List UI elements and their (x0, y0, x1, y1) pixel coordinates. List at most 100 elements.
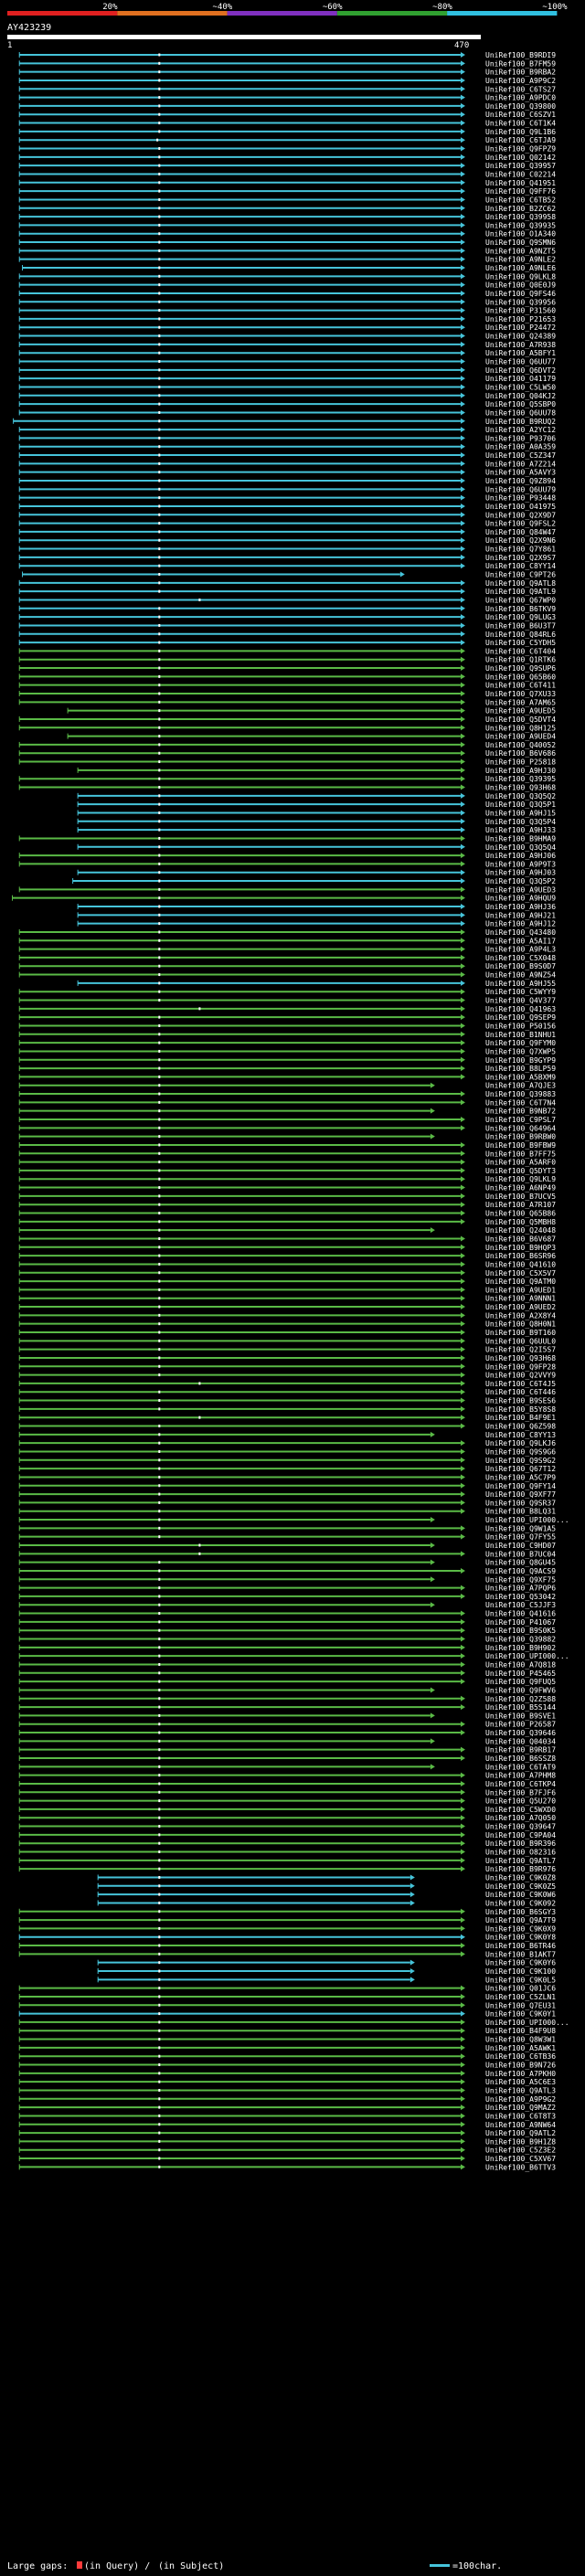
hit-label[interactable]: UniRef100_Q39935 (485, 221, 556, 229)
hit-label[interactable]: UniRef100_B9SVE1 (485, 1712, 556, 1720)
hit-label[interactable]: UniRef100_Q84W47 (485, 528, 556, 536)
hit-label[interactable]: UniRef100_C6TS27 (485, 85, 556, 93)
hit-label[interactable]: UniRef100_Q9FS46 (485, 290, 556, 298)
hit-label[interactable]: UniRef100_A5C6E3 (485, 2078, 556, 2086)
hit-label[interactable]: UniRef100_A0A359 (485, 443, 556, 451)
hit-label[interactable]: UniRef100_B9N726 (485, 2062, 556, 2070)
hit-label[interactable]: UniRef100_B7UCV5 (485, 1193, 556, 1201)
hit-label[interactable]: UniRef100_C5WXD0 (485, 1806, 556, 1814)
hit-label[interactable]: UniRef100_Q04034 (485, 1737, 556, 1745)
hit-label[interactable]: UniRef100_Q9FP28 (485, 1362, 556, 1371)
hit-label[interactable]: UniRef100_C6TB36 (485, 2052, 556, 2061)
hit-label[interactable]: UniRef100_A9UED2 (485, 1303, 556, 1311)
hit-label[interactable]: UniRef100_P21653 (485, 315, 556, 323)
hit-label[interactable]: UniRef100_B6U3T7 (485, 621, 556, 630)
hit-label[interactable]: UniRef100_Q6UU79 (485, 485, 556, 493)
hit-label[interactable]: UniRef100_A9HQU9 (485, 895, 556, 903)
hit-label[interactable]: UniRef100_Q3Q5Q2 (485, 792, 556, 800)
hit-label[interactable]: UniRef100_B6SR96 (485, 1252, 556, 1260)
hit-label[interactable]: UniRef100_Q01JC6 (485, 1985, 556, 1993)
hit-label[interactable]: UniRef100_A7Q818 (485, 1660, 556, 1669)
hit-label[interactable]: UniRef100_UPI000... (485, 1652, 569, 1660)
hit-label[interactable]: UniRef100_Q39647 (485, 1823, 556, 1831)
hit-label[interactable]: UniRef100_B6V686 (485, 749, 556, 758)
hit-label[interactable]: UniRef100_C9HD07 (485, 1542, 556, 1550)
hit-label[interactable]: UniRef100_Q9LUG3 (485, 613, 556, 621)
hit-label[interactable]: UniRef100_B9RBA2 (485, 69, 556, 77)
hit-label[interactable]: UniRef100_B6V687 (485, 1235, 556, 1243)
hit-label[interactable]: UniRef100_C6TJA9 (485, 136, 556, 144)
hit-label[interactable]: UniRef100_Q2X9N6 (485, 536, 556, 545)
hit-label[interactable]: UniRef100_Q2Z588 (485, 1695, 556, 1703)
hit-label[interactable]: UniRef100_B1NHU1 (485, 1031, 556, 1039)
hit-label[interactable]: UniRef100_Q2X9S7 (485, 554, 556, 562)
hit-label[interactable]: UniRef100_A7PQP6 (485, 1585, 556, 1593)
hit-label[interactable]: UniRef100_Q3Q5P2 (485, 877, 556, 885)
hit-label[interactable]: UniRef100_A9HJ21 (485, 911, 556, 919)
hit-label[interactable]: UniRef100_Q3Q5P4 (485, 818, 556, 826)
hit-label[interactable]: UniRef100_C6TKP4 (485, 1780, 556, 1788)
hit-label[interactable]: UniRef100_Q9Z894 (485, 477, 556, 485)
hit-label[interactable]: UniRef100_A2YC12 (485, 426, 556, 434)
hit-label[interactable]: UniRef100_C8YY13 (485, 1431, 556, 1439)
hit-label[interactable]: UniRef100_B6SGY3 (485, 1908, 556, 1916)
hit-label[interactable]: UniRef100_C5Z347 (485, 451, 556, 460)
hit-label[interactable]: UniRef100_Q9S9G2 (485, 1457, 556, 1465)
hit-label[interactable]: UniRef100_A6NP49 (485, 1184, 556, 1193)
hit-label[interactable]: UniRef100_A5AI17 (485, 937, 556, 945)
hit-label[interactable]: UniRef100_Q65B86 (485, 1210, 556, 1218)
hit-label[interactable]: UniRef100_Q24048 (485, 1226, 556, 1235)
hit-label[interactable]: UniRef100_Q9FPZ9 (485, 145, 556, 154)
hit-label[interactable]: UniRef100_B5Y8S8 (485, 1405, 556, 1414)
hit-label[interactable]: UniRef100_A5AWK1 (485, 2044, 556, 2052)
hit-label[interactable]: UniRef100_Q9L1B6 (485, 128, 556, 136)
hit-label[interactable]: UniRef100_Q3Q5P1 (485, 800, 556, 809)
hit-label[interactable]: UniRef100_UPI000... (485, 1516, 569, 1524)
hit-label[interactable]: UniRef100_UPI000... (485, 2019, 569, 2027)
hit-label[interactable]: UniRef100_Q24389 (485, 333, 556, 341)
hit-label[interactable]: UniRef100_C9PA04 (485, 1831, 556, 1839)
hit-label[interactable]: UniRef100_Q41951 (485, 179, 556, 187)
hit-label[interactable]: UniRef100_B6TKV9 (485, 605, 556, 613)
hit-label[interactable]: UniRef100_C9K0L5 (485, 1976, 556, 1984)
hit-label[interactable]: UniRef100_B1AKT7 (485, 1950, 556, 1958)
hit-label[interactable]: UniRef100_Q7EU31 (485, 2001, 556, 2009)
hit-label[interactable]: UniRef100_Q9XF75 (485, 1575, 556, 1584)
hit-label[interactable]: UniRef100_Q39882 (485, 1636, 556, 1644)
hit-label[interactable]: UniRef100_C9K0Y6 (485, 1959, 556, 1967)
hit-label[interactable]: UniRef100_Q39956 (485, 298, 556, 306)
hit-label[interactable]: UniRef100_O41179 (485, 375, 556, 383)
hit-label[interactable]: UniRef100_Q5DVT4 (485, 716, 556, 724)
hit-label[interactable]: UniRef100_Q39958 (485, 213, 556, 221)
hit-label[interactable]: UniRef100_Q9ATL3 (485, 2086, 556, 2094)
hit-label[interactable]: UniRef100_Q67T12 (485, 1465, 556, 1473)
hit-label[interactable]: UniRef100_C5LW50 (485, 383, 556, 391)
hit-label[interactable]: UniRef100_A7AM65 (485, 698, 556, 706)
hit-label[interactable]: UniRef100_B7FF75 (485, 1150, 556, 1158)
hit-label[interactable]: UniRef100_O82316 (485, 1849, 556, 1857)
hit-label[interactable]: UniRef100_Q39957 (485, 162, 556, 170)
hit-label[interactable]: UniRef100_A9NLE2 (485, 256, 556, 264)
hit-label[interactable]: UniRef100_Q9MAZ2 (485, 2104, 556, 2112)
hit-label[interactable]: UniRef100_B9NB72 (485, 1108, 556, 1116)
hit-label[interactable]: UniRef100_Q9ATM0 (485, 1277, 556, 1286)
hit-label[interactable]: UniRef100_B6TTV3 (485, 2163, 556, 2171)
hit-label[interactable]: UniRef100_Q9FWV6 (485, 1686, 556, 1694)
hit-label[interactable]: UniRef100_O41975 (485, 503, 556, 511)
hit-label[interactable]: UniRef100_P25818 (485, 758, 556, 767)
hit-label[interactable]: UniRef100_Q9SUP6 (485, 664, 556, 673)
hit-label[interactable]: UniRef100_Q93H68 (485, 1354, 556, 1362)
hit-label[interactable]: UniRef100_C9K0Y1 (485, 2010, 556, 2019)
hit-label[interactable]: UniRef100_B9RDI9 (485, 51, 556, 59)
hit-label[interactable]: UniRef100_A9P9C2 (485, 77, 556, 85)
hit-label[interactable]: UniRef100_Q9FSL2 (485, 520, 556, 528)
hit-label[interactable]: UniRef100_A9UED3 (485, 885, 556, 894)
hit-label[interactable]: UniRef100_Q9ATL8 (485, 579, 556, 588)
hit-label[interactable]: UniRef100_Q9FY14 (485, 1482, 556, 1490)
hit-label[interactable]: UniRef100_Q41616 (485, 1610, 556, 1618)
hit-label[interactable]: UniRef100_Q8H0N1 (485, 1320, 556, 1329)
hit-label[interactable]: UniRef100_B9RBW0 (485, 1133, 556, 1141)
hit-label[interactable]: UniRef100_P31560 (485, 307, 556, 315)
hit-label[interactable]: UniRef100_A7PHM8 (485, 1772, 556, 1780)
hit-label[interactable]: UniRef100_B7FJF6 (485, 1788, 556, 1797)
